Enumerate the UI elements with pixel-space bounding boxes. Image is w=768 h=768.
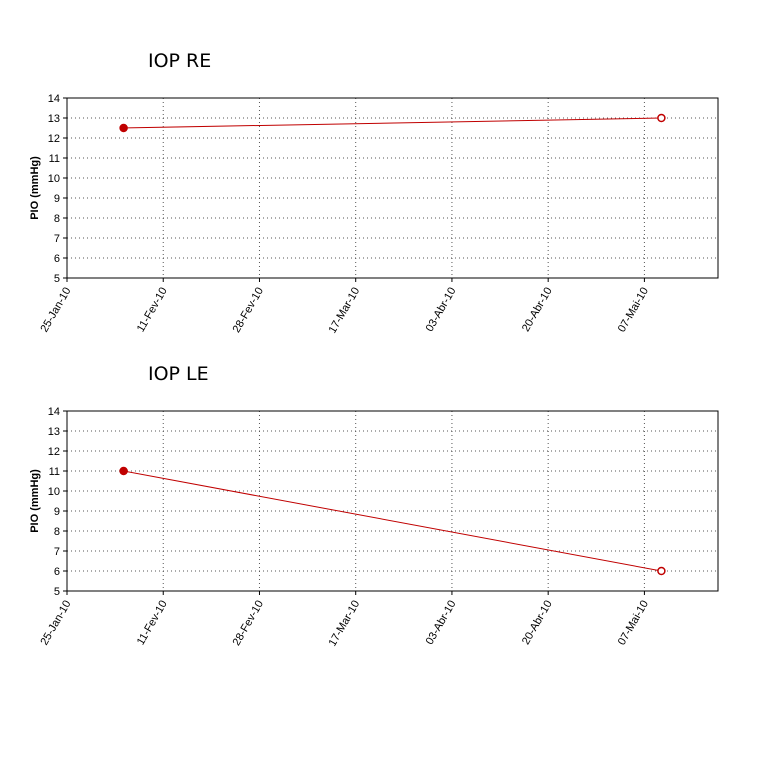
x-tick-label: 20-Abr-10 <box>520 599 555 647</box>
plot-frame <box>66 410 719 592</box>
point <box>657 113 666 123</box>
y-tick-label: 10 <box>48 486 60 498</box>
x-tick-label: 11-Fev-10 <box>135 286 170 335</box>
point <box>119 466 128 476</box>
x-tick-label: 17-Mar-10 <box>327 286 363 336</box>
y-tick-label: 7 <box>54 546 60 558</box>
y-tick-label: 12 <box>48 133 60 145</box>
y-tick-label: 6 <box>54 253 60 265</box>
y-tick-label: 9 <box>54 193 60 205</box>
y-tick-label: 11 <box>49 153 60 165</box>
x-tick-label: 17-Mar-10 <box>327 599 363 649</box>
x-tick-label: 03-Abr-10 <box>424 286 459 334</box>
y-tick-label: 12 <box>48 446 60 458</box>
y-tick-label: 8 <box>54 526 60 538</box>
y-axis-label: PIO (mmHg) <box>29 156 41 220</box>
y-tick-label: 9 <box>54 506 60 518</box>
point <box>119 123 128 133</box>
line <box>123 470 662 572</box>
y-tick-label: 11 <box>49 466 60 478</box>
plot-frame <box>66 97 719 279</box>
x-tick-label: 07-Mai-10 <box>616 286 651 335</box>
point <box>657 566 666 576</box>
x-tick-label: 11-Fev-10 <box>135 599 170 648</box>
y-tick-label: 7 <box>54 233 60 245</box>
y-tick-label: 13 <box>48 113 60 125</box>
x-tick-label: 07-Mai-10 <box>616 599 651 648</box>
chart-title: IOP LE <box>148 363 209 385</box>
y-axis-label: PIO (mmHg) <box>29 469 41 533</box>
y-tick-label: 5 <box>54 586 60 598</box>
y-tick-label: 14 <box>48 406 60 418</box>
x-tick-label: 28-Fev-10 <box>231 286 266 335</box>
line <box>123 117 662 129</box>
x-tick-label: 28-Fev-10 <box>231 599 266 648</box>
x-tick-label: 03-Abr-10 <box>424 599 459 647</box>
y-tick-label: 6 <box>54 566 60 578</box>
y-tick-label: 8 <box>54 213 60 225</box>
y-tick-label: 10 <box>48 173 60 185</box>
y-tick-label: 13 <box>48 426 60 438</box>
y-tick-label: 5 <box>54 273 60 285</box>
y-tick-label: 14 <box>48 93 60 105</box>
x-tick-label: 20-Abr-10 <box>520 286 555 334</box>
x-tick-label: 25-Jan-10 <box>38 599 73 648</box>
x-tick-label: 25-Jan-10 <box>38 286 73 335</box>
chart-title: IOP RE <box>148 50 211 72</box>
